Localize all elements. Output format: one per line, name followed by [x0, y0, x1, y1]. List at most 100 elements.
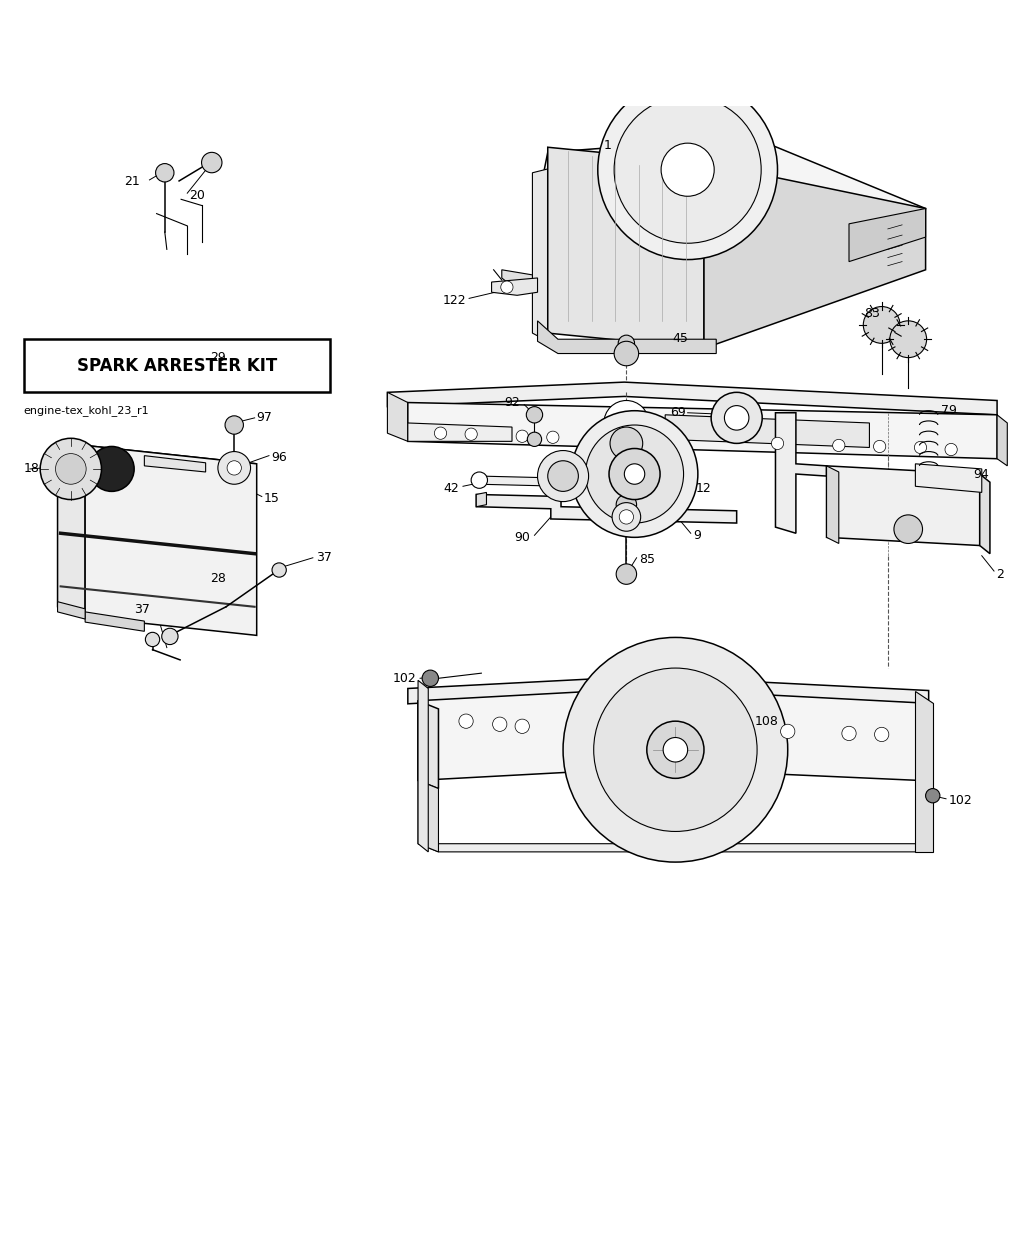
Circle shape — [598, 415, 655, 471]
Circle shape — [945, 443, 957, 455]
Circle shape — [40, 438, 101, 500]
Circle shape — [548, 460, 579, 491]
Text: 69: 69 — [670, 406, 686, 420]
Circle shape — [459, 714, 473, 728]
Circle shape — [914, 442, 927, 454]
Circle shape — [471, 471, 487, 489]
Polygon shape — [57, 445, 257, 474]
Text: 45: 45 — [673, 332, 688, 344]
Polygon shape — [826, 466, 980, 545]
Circle shape — [156, 164, 174, 181]
Text: 37: 37 — [316, 552, 332, 564]
Polygon shape — [915, 464, 982, 492]
Text: SPARK ARRESTER KIT: SPARK ARRESTER KIT — [77, 357, 278, 375]
Text: 12: 12 — [696, 481, 712, 495]
Polygon shape — [919, 780, 933, 851]
Circle shape — [526, 407, 543, 423]
Circle shape — [538, 450, 589, 501]
Polygon shape — [418, 844, 933, 851]
Text: 20: 20 — [189, 189, 205, 201]
Circle shape — [833, 439, 845, 452]
Polygon shape — [57, 602, 85, 619]
Text: 96: 96 — [271, 452, 287, 464]
Polygon shape — [418, 780, 438, 851]
Circle shape — [55, 454, 86, 484]
Circle shape — [614, 96, 761, 243]
Circle shape — [586, 424, 684, 523]
Text: 1: 1 — [603, 138, 611, 152]
Circle shape — [724, 406, 749, 431]
Circle shape — [527, 432, 542, 447]
Circle shape — [874, 727, 889, 742]
Circle shape — [515, 719, 529, 733]
Text: 28: 28 — [210, 571, 226, 585]
Circle shape — [894, 515, 923, 543]
Circle shape — [218, 452, 251, 484]
Polygon shape — [826, 466, 839, 543]
Polygon shape — [387, 392, 408, 442]
Circle shape — [465, 428, 477, 441]
FancyBboxPatch shape — [24, 339, 330, 392]
Circle shape — [493, 717, 507, 732]
Circle shape — [647, 721, 703, 779]
Circle shape — [516, 431, 528, 442]
Circle shape — [926, 789, 940, 803]
Polygon shape — [476, 492, 486, 507]
Polygon shape — [919, 703, 933, 789]
Circle shape — [625, 464, 645, 484]
Text: 79: 79 — [941, 405, 956, 417]
Circle shape — [616, 564, 637, 585]
Text: 85: 85 — [639, 553, 654, 566]
Polygon shape — [849, 209, 926, 262]
Circle shape — [225, 416, 244, 434]
Polygon shape — [387, 383, 997, 415]
Circle shape — [434, 427, 446, 439]
Circle shape — [609, 448, 660, 500]
Polygon shape — [418, 701, 438, 789]
Circle shape — [863, 306, 900, 343]
Polygon shape — [57, 445, 85, 617]
Text: 15: 15 — [264, 492, 280, 505]
Circle shape — [662, 143, 714, 196]
Circle shape — [620, 510, 634, 524]
Polygon shape — [548, 147, 703, 348]
Circle shape — [890, 321, 927, 358]
Circle shape — [664, 738, 688, 763]
Circle shape — [202, 152, 222, 173]
Text: 2: 2 — [996, 568, 1004, 581]
Polygon shape — [418, 680, 428, 851]
Text: 18: 18 — [24, 463, 40, 475]
Text: 94: 94 — [974, 468, 989, 480]
Circle shape — [89, 447, 134, 491]
Circle shape — [604, 401, 649, 445]
Circle shape — [145, 632, 160, 647]
Circle shape — [227, 460, 242, 475]
Text: 102: 102 — [392, 671, 416, 685]
Circle shape — [162, 628, 178, 644]
Circle shape — [614, 342, 639, 365]
Circle shape — [711, 392, 762, 443]
Polygon shape — [479, 476, 563, 486]
Text: 108: 108 — [755, 714, 779, 728]
Polygon shape — [775, 412, 826, 533]
Polygon shape — [408, 676, 929, 703]
Polygon shape — [502, 270, 532, 290]
Circle shape — [272, 563, 287, 578]
Circle shape — [873, 441, 886, 453]
Text: 83: 83 — [864, 307, 880, 320]
Text: 29: 29 — [210, 352, 225, 364]
Circle shape — [547, 431, 559, 443]
Circle shape — [501, 281, 513, 294]
Text: 21: 21 — [125, 175, 140, 189]
Polygon shape — [476, 495, 736, 523]
Circle shape — [842, 727, 856, 740]
Polygon shape — [408, 423, 512, 442]
Polygon shape — [85, 445, 257, 636]
Circle shape — [616, 495, 637, 515]
Circle shape — [610, 427, 643, 460]
Text: 9: 9 — [693, 529, 700, 542]
Circle shape — [422, 670, 438, 686]
Text: 37: 37 — [133, 603, 150, 616]
Circle shape — [594, 668, 757, 832]
Circle shape — [618, 336, 635, 352]
